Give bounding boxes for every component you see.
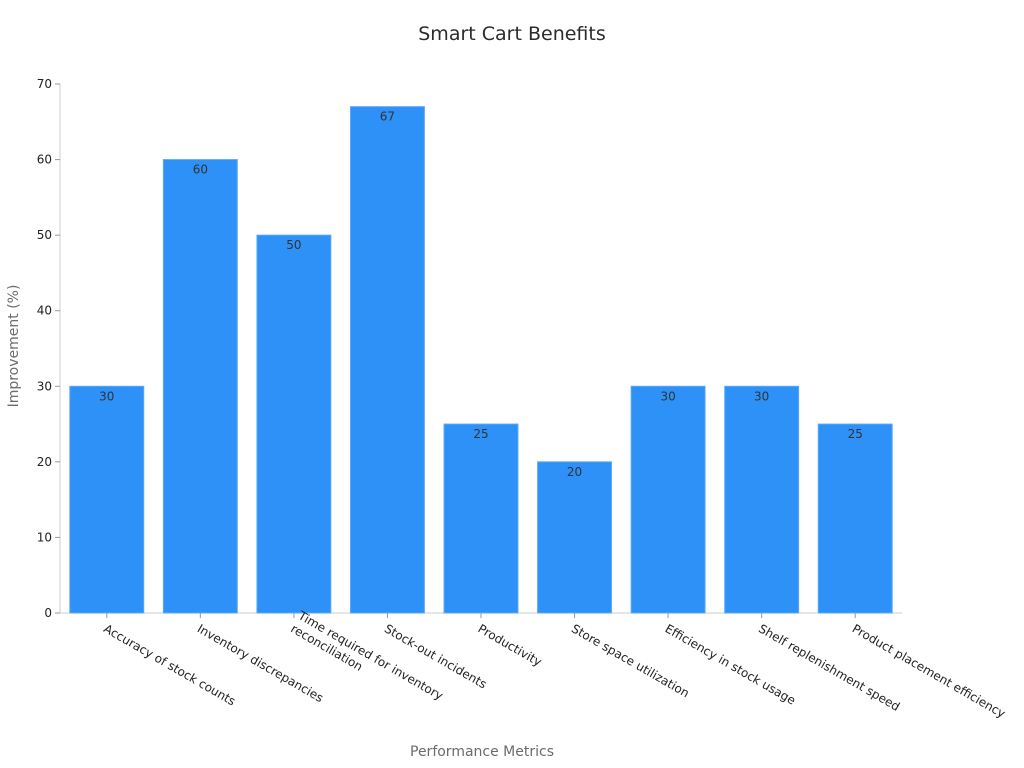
x-tick-label-line: Productivity (476, 621, 545, 669)
bar (69, 385, 145, 614)
bars-group (69, 106, 893, 614)
bar-value-label: 50 (286, 238, 301, 252)
x-tick-label: Stock-out incidents (382, 621, 489, 691)
y-tick-label: 50 (37, 228, 52, 242)
bar-value-label: 60 (193, 163, 208, 177)
y-axis-title: Improvement (%) (6, 285, 22, 408)
x-tick-label: Productivity (476, 621, 545, 669)
bar-value-label: 30 (660, 389, 675, 403)
y-axis: 0 10 20 30 40 50 60 70 (37, 77, 61, 620)
bar-value-label: 30 (99, 389, 114, 403)
y-tick-label: 30 (37, 379, 52, 393)
y-tick-label: 20 (37, 455, 52, 469)
y-tick-label: 10 (37, 530, 52, 544)
bar-value-label: 67 (380, 110, 395, 124)
bar (630, 385, 706, 614)
x-tick-label-line: Product placement efficiency (850, 621, 1008, 720)
bar (724, 385, 800, 614)
bar-value-label: 20 (567, 465, 582, 479)
x-axis (60, 612, 902, 618)
x-tick-label-line: Stock-out incidents (382, 621, 489, 691)
x-axis-title: Performance Metrics (410, 744, 554, 760)
bar-value-label: 25 (848, 427, 863, 441)
x-tick-label: Product placement efficiency (850, 621, 1008, 720)
bar (443, 423, 519, 614)
bar-value-label: 30 (754, 389, 769, 403)
bar (537, 461, 613, 614)
data-labels-group: 30 60 50 67 25 20 30 30 25 (99, 110, 863, 479)
y-tick-label: 40 (37, 304, 52, 318)
bar-value-label: 25 (473, 427, 488, 441)
chart-title: Smart Cart Benefits (418, 23, 606, 45)
bar (349, 106, 425, 614)
bar (817, 423, 893, 614)
bar (256, 234, 332, 614)
y-tick-label: 60 (37, 153, 52, 167)
bar (162, 159, 238, 614)
y-tick-label: 70 (37, 77, 52, 91)
y-tick-label: 0 (44, 606, 52, 620)
